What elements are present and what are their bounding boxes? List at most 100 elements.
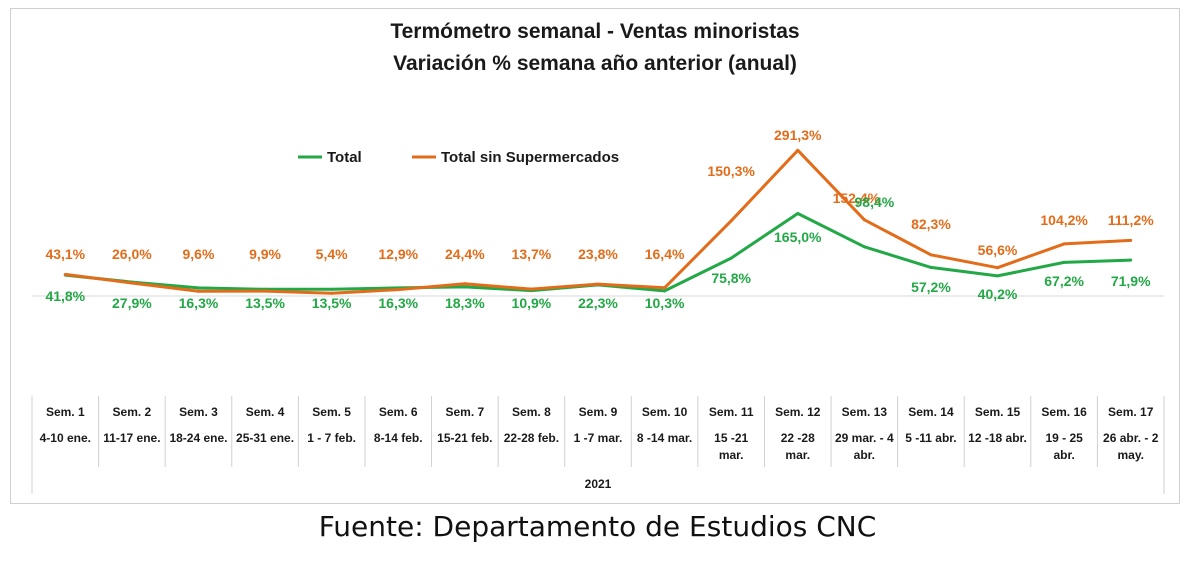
chart-subtitle: Variación % semana año anterior (anual) bbox=[393, 52, 797, 75]
date-range-label: 18-24 ene. bbox=[169, 431, 227, 445]
date-range-label: abr. bbox=[854, 448, 875, 462]
data-label-8: 23,8% bbox=[578, 246, 618, 262]
data-point-1-4 bbox=[330, 291, 334, 295]
date-range-label: 15 -21 bbox=[714, 431, 748, 445]
date-range-label: abr. bbox=[1053, 448, 1074, 462]
chart-title: Termómetro semanal - Ventas minoristas bbox=[390, 20, 800, 43]
data-label-7: 13,7% bbox=[512, 246, 552, 262]
data-label-13: 57,2% bbox=[911, 279, 951, 295]
date-range-label: mar. bbox=[719, 448, 744, 462]
data-point-0-9 bbox=[663, 289, 667, 293]
data-point-1-14 bbox=[996, 266, 1000, 270]
data-label-0: 41,8% bbox=[45, 288, 85, 304]
date-range-label: 19 - 25 bbox=[1045, 431, 1083, 445]
data-point-1-1 bbox=[130, 281, 134, 285]
date-range-label: 8-14 feb. bbox=[374, 431, 423, 445]
data-label-4: 5,4% bbox=[316, 246, 348, 262]
data-label-14: 40,2% bbox=[978, 286, 1018, 302]
data-point-0-6 bbox=[463, 285, 467, 289]
data-label-11: 291,3% bbox=[774, 127, 822, 143]
legend-label-1: Total sin Supermercados bbox=[441, 149, 619, 166]
data-label-0: 43,1% bbox=[45, 246, 85, 262]
data-label-9: 10,3% bbox=[645, 295, 685, 311]
date-range-label: 1 -7 mar. bbox=[574, 431, 623, 445]
week-label: Sem. 1 bbox=[46, 405, 85, 419]
data-label-10: 150,3% bbox=[707, 163, 755, 179]
data-label-5: 12,9% bbox=[378, 246, 418, 262]
week-label: Sem. 2 bbox=[113, 405, 152, 419]
week-label: Sem. 4 bbox=[246, 405, 285, 419]
chart-frame bbox=[10, 8, 1180, 504]
data-point-0-11 bbox=[796, 212, 800, 215]
data-label-10: 75,8% bbox=[711, 270, 751, 286]
data-label-6: 24,4% bbox=[445, 246, 485, 262]
date-range-label: 12 -18 abr. bbox=[968, 431, 1027, 445]
data-label-2: 9,6% bbox=[183, 246, 215, 262]
data-point-1-10 bbox=[729, 219, 733, 223]
date-range-label: 4-10 ene. bbox=[40, 431, 91, 445]
legend-label-0: Total bbox=[327, 149, 362, 166]
data-point-1-7 bbox=[529, 287, 533, 291]
data-point-0-2 bbox=[196, 286, 200, 290]
week-label: Sem. 14 bbox=[908, 405, 954, 419]
data-point-0-15 bbox=[1062, 260, 1066, 264]
data-label-15: 104,2% bbox=[1040, 212, 1088, 228]
week-label: Sem. 13 bbox=[842, 405, 888, 419]
date-range-label: mar. bbox=[785, 448, 810, 462]
data-point-1-3 bbox=[263, 289, 267, 293]
date-range-label: 29 mar. - 4 bbox=[835, 431, 894, 445]
week-label: Sem. 12 bbox=[775, 405, 821, 419]
data-label-11: 165,0% bbox=[774, 229, 822, 245]
week-label: Sem. 10 bbox=[642, 405, 688, 419]
data-point-1-13 bbox=[929, 253, 933, 257]
data-label-1: 26,0% bbox=[112, 246, 152, 262]
date-range-label: 5 -11 abr. bbox=[905, 431, 956, 445]
data-point-1-15 bbox=[1062, 242, 1066, 246]
week-label: Sem. 11 bbox=[709, 405, 754, 419]
date-range-label: 26 abr. - 2 bbox=[1103, 431, 1159, 445]
data-label-2: 16,3% bbox=[179, 295, 219, 311]
data-label-8: 22,3% bbox=[578, 295, 618, 311]
data-label-14: 56,6% bbox=[978, 242, 1018, 258]
source-note: Fuente: Departamento de Estudios CNC bbox=[318, 510, 877, 543]
line-chart: Total Total sin Supermercados 43,1% 26,0% 9,… bbox=[31, 127, 1165, 494]
data-point-1-11 bbox=[796, 148, 800, 152]
data-label-9: 16,4% bbox=[645, 246, 685, 262]
data-label-16: 111,2% bbox=[1108, 212, 1154, 228]
date-range-label: 15-21 feb. bbox=[437, 431, 492, 445]
date-range-label: 11-17 ene. bbox=[103, 431, 160, 445]
week-label: Sem. 8 bbox=[512, 405, 551, 419]
week-label: Sem. 15 bbox=[975, 405, 1021, 419]
data-point-1-12 bbox=[862, 218, 866, 222]
week-label: Sem. 7 bbox=[445, 405, 484, 419]
data-label-4: 13,5% bbox=[312, 295, 352, 311]
data-label-6: 18,3% bbox=[445, 295, 485, 311]
data-label-1: 27,9% bbox=[112, 295, 152, 311]
week-label: Sem. 16 bbox=[1041, 405, 1087, 419]
date-range-label: 22-28 feb. bbox=[504, 431, 559, 445]
week-label: Sem. 5 bbox=[312, 405, 351, 419]
data-label-5: 16,3% bbox=[378, 295, 418, 311]
data-label-13: 82,3% bbox=[911, 216, 951, 232]
data-point-1-5 bbox=[396, 288, 400, 292]
data-label-15: 67,2% bbox=[1044, 273, 1084, 289]
data-label-16: 71,9% bbox=[1111, 273, 1151, 289]
data-point-1-2 bbox=[196, 289, 200, 293]
date-range-label: 22 -28 bbox=[781, 431, 815, 445]
data-label-3: 9,9% bbox=[249, 246, 281, 262]
data-point-1-9 bbox=[663, 286, 667, 290]
data-label-3: 13,5% bbox=[245, 295, 285, 311]
data-point-1-6 bbox=[463, 282, 467, 286]
year-label: 2021 bbox=[585, 477, 612, 491]
data-point-0-14 bbox=[996, 274, 1000, 278]
data-point-1-16 bbox=[1129, 238, 1133, 242]
week-label: Sem. 9 bbox=[579, 405, 618, 419]
week-label: Sem. 6 bbox=[379, 405, 418, 419]
data-label-7: 10,9% bbox=[512, 295, 552, 311]
data-label-12: 152,4% bbox=[833, 190, 881, 206]
data-point-0-16 bbox=[1129, 258, 1133, 262]
data-label-12: 98,4% bbox=[855, 194, 895, 210]
date-range-label: 8 -14 mar. bbox=[637, 431, 692, 445]
data-point-0-13 bbox=[929, 265, 933, 269]
week-label: Sem. 17 bbox=[1108, 405, 1154, 419]
